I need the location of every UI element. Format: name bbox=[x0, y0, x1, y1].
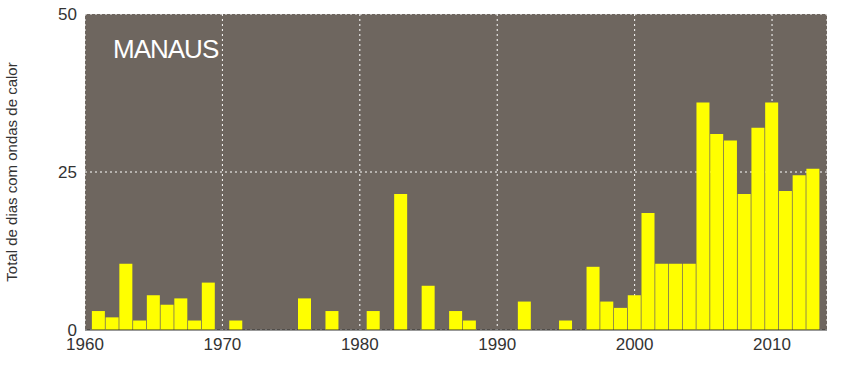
svg-text:2010: 2010 bbox=[753, 335, 791, 354]
svg-text:Total de dias com ondas de cal: Total de dias com ondas de calor bbox=[3, 62, 20, 281]
svg-text:1980: 1980 bbox=[341, 335, 379, 354]
svg-text:50: 50 bbox=[58, 5, 77, 24]
html-text:MANAUS: MANAUS bbox=[113, 34, 219, 64]
svg-text:25: 25 bbox=[58, 163, 77, 182]
svg-text:1990: 1990 bbox=[478, 335, 516, 354]
svg-text:2000: 2000 bbox=[616, 335, 654, 354]
svg-text:0: 0 bbox=[68, 321, 77, 340]
svg-text:1960: 1960 bbox=[66, 335, 104, 355]
svg-text:1970: 1970 bbox=[203, 335, 241, 354]
